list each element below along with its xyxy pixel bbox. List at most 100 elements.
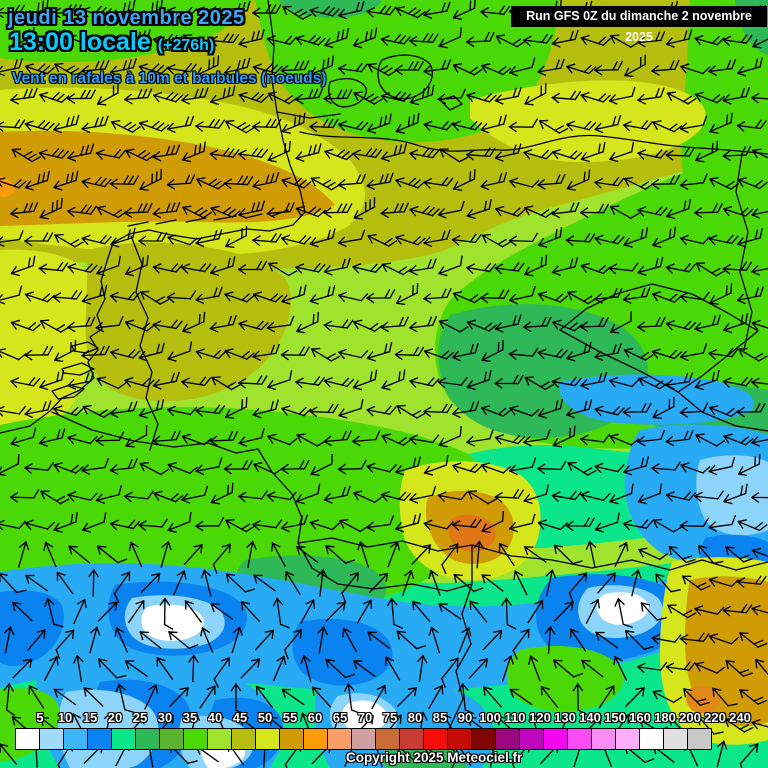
wind-barb [572, 683, 588, 716]
wind-barb [123, 202, 153, 219]
wind-barb [12, 658, 33, 679]
wind-barb [352, 319, 384, 333]
wind-barb [651, 226, 677, 248]
wind-barb [195, 516, 225, 532]
wind-barb [636, 429, 666, 447]
wind-barb [195, 286, 223, 305]
wind-barb [95, 484, 123, 504]
wind-barb [509, 405, 540, 417]
wind-barb [223, 57, 251, 77]
wind-barb [612, 714, 630, 746]
wind-barb [708, 633, 740, 645]
wind-barb [323, 89, 353, 105]
wind-barb [708, 514, 737, 533]
wind-barb [316, 569, 328, 597]
wind-barb [381, 369, 406, 391]
wind-barb [83, 686, 104, 708]
wind-barb [523, 148, 554, 160]
wind-barb [466, 262, 497, 275]
wind-barb [238, 428, 265, 447]
wind-barb [39, 319, 70, 334]
wind-barb [725, 546, 754, 563]
wind-barb [109, 58, 137, 77]
wind-barb [411, 544, 432, 565]
wind-barb [567, 461, 597, 477]
wind-barb [652, 120, 683, 133]
wind-barb [396, 686, 418, 708]
wind-barb [752, 26, 768, 49]
wind-barb [501, 597, 517, 630]
wind-barb [183, 543, 203, 566]
wind-barb [480, 289, 510, 304]
wind-barb [751, 200, 768, 219]
wind-barb [81, 512, 107, 533]
scale-tick-130: 130 [554, 710, 576, 725]
wind-barb [594, 114, 622, 134]
wind-barb [569, 628, 587, 652]
scale-tick-160: 160 [629, 710, 651, 725]
wind-barb [266, 35, 298, 46]
wind-barb [423, 455, 449, 476]
wind-barb [138, 342, 165, 362]
wind-barb [565, 232, 596, 247]
wind-barb [352, 27, 378, 49]
scale-cell-3 [87, 728, 112, 750]
wind-barb [195, 229, 223, 248]
wind-barb [580, 91, 611, 103]
wind-barb [254, 629, 275, 651]
wind-barb [736, 402, 766, 418]
wind-barb [281, 405, 312, 417]
wind-barb [323, 257, 351, 276]
scale-tick-150: 150 [604, 710, 626, 725]
wind-barb [609, 433, 640, 446]
scale-tick-110: 110 [504, 710, 526, 725]
wind-barb [579, 433, 611, 446]
wind-barb [452, 291, 483, 304]
wind-barb [553, 601, 574, 622]
scale-tick-90: 90 [457, 710, 473, 725]
wind-barb [637, 483, 663, 505]
wind-barb [481, 339, 504, 363]
wind-barb [651, 461, 681, 475]
wind-barb [166, 6, 198, 18]
wind-barb [352, 659, 376, 678]
wind-barb [38, 28, 66, 48]
wind-barb [138, 0, 163, 20]
wind-barb [128, 541, 143, 568]
wind-barb [368, 572, 389, 594]
wind-barb [356, 599, 373, 624]
scale-tick-240: 240 [729, 710, 751, 725]
wind-barb [17, 541, 30, 568]
wind-barb [97, 601, 118, 622]
border-path-4 [299, 131, 768, 155]
wind-barb [371, 684, 387, 710]
wind-barb [237, 147, 269, 161]
wind-barb [481, 510, 504, 534]
wind-barb [598, 685, 615, 709]
wind-barb [416, 654, 428, 683]
wind-barb [751, 319, 768, 332]
wind-barb [44, 597, 64, 628]
region-nl-olive [85, 242, 291, 402]
wind-barb [156, 656, 174, 681]
wind-barb [81, 59, 110, 76]
wind-barb [252, 4, 282, 19]
wind-barb [551, 148, 583, 160]
wind-barb [309, 55, 334, 77]
wind-barb [253, 574, 276, 592]
border-path-6 [735, 153, 753, 351]
wind-barb [0, 743, 18, 765]
wind-barb [366, 341, 393, 362]
wind-barb [423, 288, 452, 304]
wind-barb [408, 315, 438, 333]
region-orange-left-edge [0, 176, 15, 198]
wind-barb [167, 341, 193, 362]
map-subtitle: Vent en rafales à 10m et barbules (noeud… [12, 70, 327, 87]
wind-barb [81, 234, 112, 246]
wind-barb [665, 372, 694, 390]
wind-barb [679, 234, 711, 246]
wind-barb [266, 315, 295, 333]
wind-barb [480, 171, 508, 191]
wind-barb [622, 402, 652, 418]
wind-barb [168, 686, 190, 708]
